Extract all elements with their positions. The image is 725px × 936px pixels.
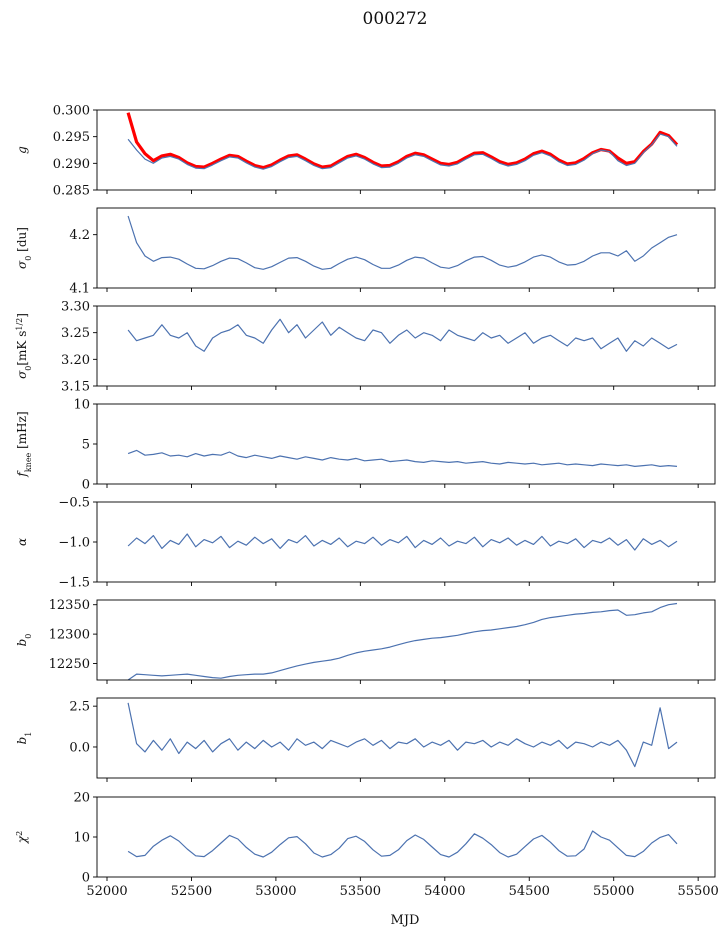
y-axis-label: fknee [mHz] (15, 411, 33, 477)
y-tick-label: 3.30 (61, 300, 90, 315)
series-line-fit (126, 112, 679, 170)
y-axis-label-part: χ (15, 835, 29, 844)
x-tick-label: 53500 (340, 884, 381, 899)
y-axis-label-part: σ (15, 260, 29, 269)
axes-frame (96, 697, 716, 779)
y-tick-label: 0.285 (53, 184, 90, 199)
subplot-2: 4.1 4.2 σ0 [du] (15, 207, 716, 297)
axes-frame (96, 207, 716, 289)
axes-frame (96, 403, 716, 485)
chart-title: 000272 (363, 9, 428, 29)
y-axis-label-part: b (15, 737, 29, 745)
y-axis-label: σ0 [du] (15, 227, 33, 269)
subplot-1: 0.285 0.290 0.295 0.300 g (15, 104, 716, 199)
subplot-4: 0 5 10 fknee [mHz] (15, 398, 716, 493)
subplot-5: −1.5 −1.0 −0.5 α (15, 496, 716, 591)
series-line-g (127, 133, 678, 170)
y-axis-label-part: 2 (15, 831, 24, 836)
y-tick-label: 0.300 (53, 104, 90, 119)
subplot-3: 3.15 3.20 3.25 3.30 σ0[mK s1/2] (15, 300, 716, 395)
y-axis-label: α (15, 538, 29, 546)
y-tick-label: 12350 (49, 598, 90, 613)
y-tick-label: 0.290 (53, 157, 90, 172)
y-tick-label: 20 (73, 791, 90, 806)
y-tick-label: 3.20 (61, 353, 90, 368)
y-tick-label: −1.5 (58, 576, 90, 591)
y-axis-label: b0 (15, 634, 33, 647)
y-tick-label: 10 (73, 831, 90, 846)
subplot-7: 0.0 2.5 b1 (15, 697, 716, 782)
y-axis-label-part: 0 (24, 366, 33, 371)
x-tick-label: 55500 (677, 884, 718, 899)
series-line-sigma0_mK (127, 318, 678, 352)
y-axis-label-part: [du] (15, 227, 29, 256)
series-line-alpha (127, 533, 678, 551)
y-tick-label: 0 (82, 871, 90, 886)
axes-frame (96, 109, 716, 191)
x-tick-label: 52500 (171, 884, 212, 899)
axes-frame (96, 796, 716, 878)
x-tick-label: 54000 (424, 884, 465, 899)
y-tick-label: 0.295 (53, 130, 90, 145)
x-tick-label: 55000 (593, 884, 634, 899)
y-axis-label-part: g (15, 146, 29, 154)
y-tick-label: 3.15 (61, 380, 90, 395)
subplot-6: 12250 12300 12350 b0 (15, 598, 716, 684)
y-axis-label-part: b (15, 639, 29, 647)
y-axis-label-part: knee (24, 452, 33, 472)
x-axis-label: MJD (391, 913, 420, 928)
y-tick-label: 4.2 (69, 228, 90, 243)
y-axis-label-part: [mHz] (15, 411, 29, 452)
axes-frame (96, 305, 716, 387)
axes-frame (96, 599, 716, 681)
x-tick-label: 54500 (509, 884, 550, 899)
y-tick-label: 5 (82, 438, 90, 453)
y-axis-label-part: 1/2 (15, 318, 24, 331)
y-axis-label-part: 1 (24, 732, 33, 737)
y-tick-label: −1.0 (58, 536, 90, 551)
y-axis-label: σ0[mK s1/2] (15, 313, 33, 379)
y-tick-label: 12300 (49, 628, 90, 643)
y-tick-label: 10 (73, 398, 90, 413)
subplot-8: 0 10 20 52000 52500 53000 53500 54000 54500 55000… (15, 791, 719, 900)
series-line-chi2 (127, 830, 678, 858)
y-axis-label-part: 0 (24, 634, 33, 639)
y-axis-label-part: 0 (24, 256, 33, 261)
y-tick-label: 0 (82, 478, 90, 493)
y-tick-label: −0.5 (58, 496, 90, 511)
y-axis-label-part: α (15, 538, 29, 546)
series-line-sigma0_du (127, 215, 678, 270)
y-axis-label-part: ] (15, 313, 29, 318)
y-axis-label-part: [mK s (15, 331, 29, 366)
x-tick-label: 52000 (86, 884, 127, 899)
y-tick-label: 2.5 (69, 700, 90, 715)
y-tick-label: 0.0 (69, 740, 90, 755)
y-axis-label-part: σ (15, 370, 29, 379)
series-line-fknee (127, 449, 678, 467)
y-axis-label: g (15, 146, 29, 154)
series-line-b1 (127, 702, 678, 768)
y-tick-label: 4.1 (69, 282, 90, 297)
x-tick-label: 53000 (255, 884, 296, 899)
y-axis-label: b1 (15, 732, 33, 745)
y-tick-label: 12250 (49, 657, 90, 672)
y-tick-label: 3.25 (61, 326, 90, 341)
y-axis-label: χ2 (15, 831, 30, 844)
y-axis-label-part: f (15, 470, 29, 478)
series-line-b0 (127, 602, 678, 680)
